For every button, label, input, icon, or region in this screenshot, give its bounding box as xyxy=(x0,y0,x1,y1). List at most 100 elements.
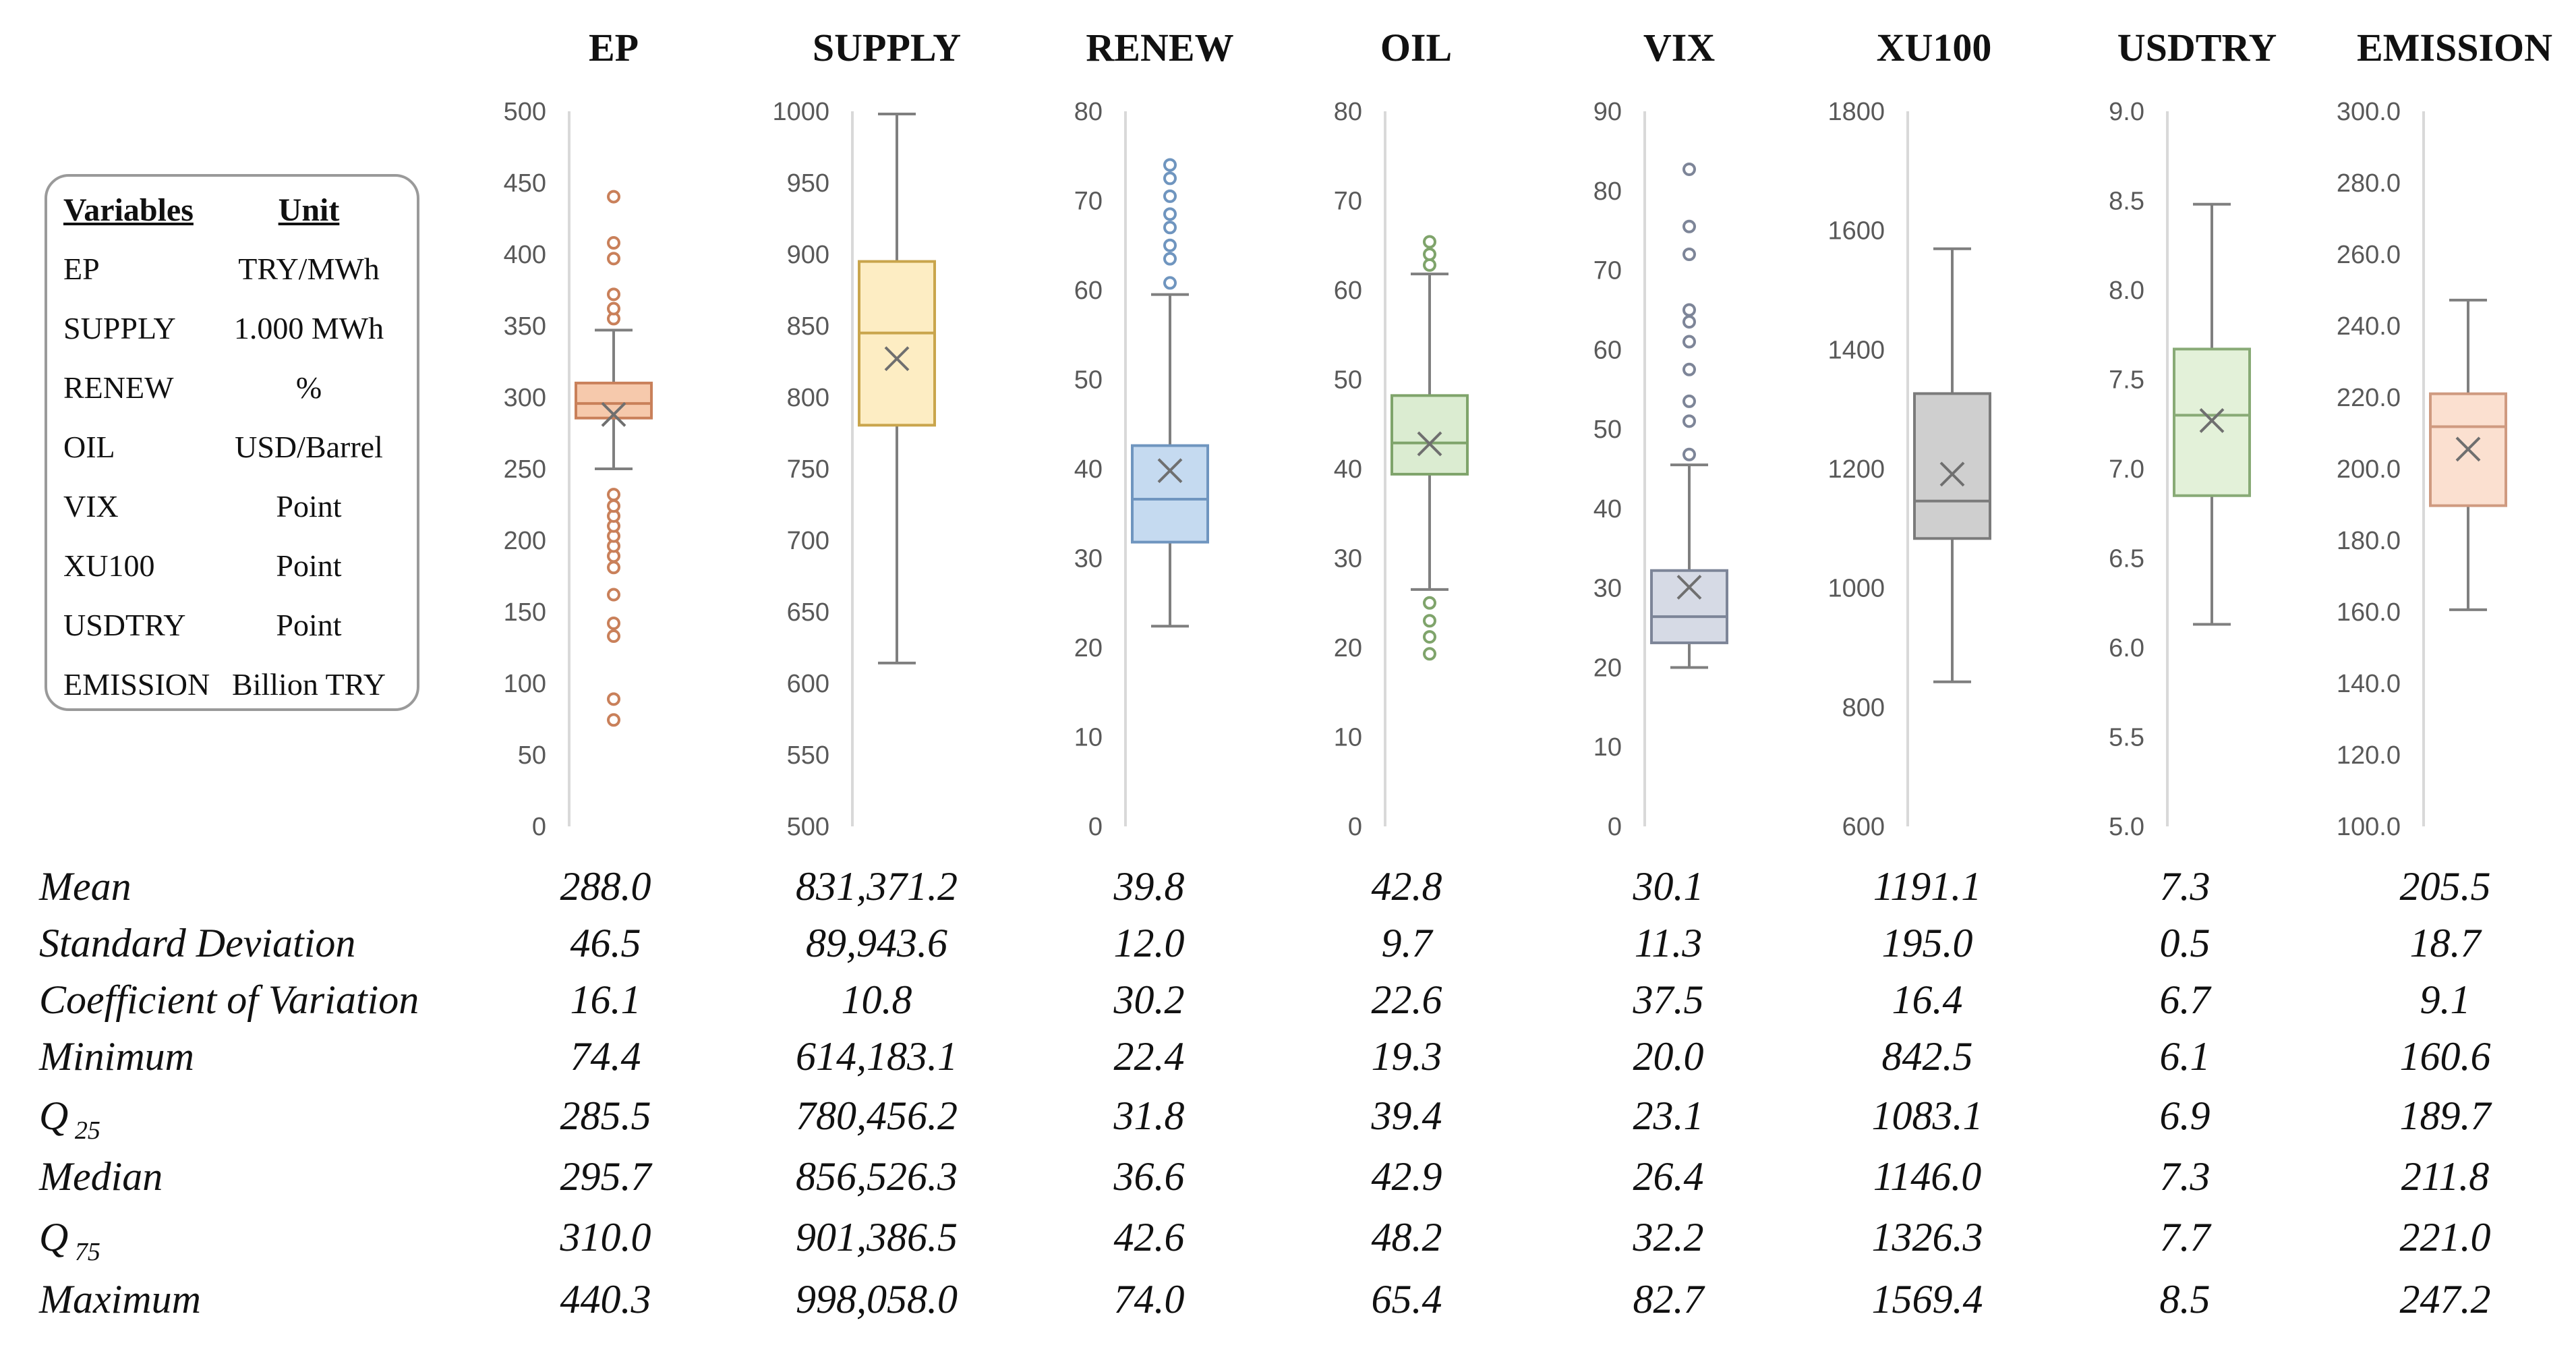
tick-label-vix: 10 xyxy=(1593,733,1622,762)
stat-value: 89,943.6 xyxy=(806,921,947,965)
stat-row: Q 75 310.0 901,386.5 42.6 48.2 32.2 1326.3 7.7 2… xyxy=(0,1214,2576,1275)
tick-label-supply: 750 xyxy=(787,455,829,484)
stat-value: 39.4 xyxy=(1371,1093,1442,1138)
tick-label-xu100: 1200 xyxy=(1827,455,1885,484)
tick-label-ep: 450 xyxy=(504,169,546,198)
outlier-point-oil xyxy=(1423,596,1436,610)
tick-label-oil: 50 xyxy=(1334,366,1362,395)
stat-label: Q 25 xyxy=(39,1093,100,1145)
tick-label-vix: 30 xyxy=(1593,575,1622,603)
chart-title-emission: EMISSION xyxy=(2357,26,2552,69)
mean-marker-vix xyxy=(1676,575,1702,600)
chart-title-ep: EP xyxy=(589,26,639,69)
stat-value: 247.2 xyxy=(2399,1277,2491,1322)
stat-value: 8.5 xyxy=(2159,1277,2211,1322)
tick-label-renew: 50 xyxy=(1074,366,1103,395)
stat-value: 205.5 xyxy=(2399,864,2491,909)
stat-value: 9.1 xyxy=(2420,977,2471,1022)
box-xu100 xyxy=(1913,392,1991,540)
stat-value: 37.5 xyxy=(1633,977,1704,1022)
tick-label-emission: 300.0 xyxy=(2337,98,2401,126)
stat-value: 6.1 xyxy=(2159,1034,2211,1079)
mean-marker-oil xyxy=(1417,431,1442,457)
tick-label-usdtry: 6.5 xyxy=(2109,545,2144,573)
stat-value: 30.2 xyxy=(1113,977,1185,1022)
tick-label-oil: 60 xyxy=(1334,277,1362,305)
tick-label-renew: 40 xyxy=(1074,455,1103,484)
outlier-point-ep xyxy=(607,488,620,502)
stat-value: 74.0 xyxy=(1113,1277,1185,1322)
tick-label-oil: 30 xyxy=(1334,545,1362,573)
legend-variable: EMISSION xyxy=(63,667,210,702)
stat-value: 211.8 xyxy=(2401,1154,2490,1199)
tick-label-usdtry: 7.5 xyxy=(2109,366,2144,395)
stat-label: Median xyxy=(39,1154,163,1199)
stat-row: Minimum 74.4 614,183.1 22.4 19.3 20.0 842.5 6.1… xyxy=(0,1033,2576,1094)
tick-label-oil: 0 xyxy=(1348,813,1362,841)
legend-variable: SUPPLY xyxy=(63,311,176,345)
outlier-point-vix xyxy=(1682,447,1696,461)
chart-title-supply: SUPPLY xyxy=(813,26,961,69)
tick-label-renew: 10 xyxy=(1074,724,1103,752)
stat-row: Coefficient of Variation 16.1 10.8 30.2 22.6… xyxy=(0,977,2576,1038)
outlier-point-renew xyxy=(1163,207,1177,221)
stat-value: 7.3 xyxy=(2159,864,2211,909)
stat-label: Coefficient of Variation xyxy=(39,977,419,1022)
tick-label-supply: 700 xyxy=(787,527,829,555)
box-supply xyxy=(858,260,936,427)
stat-label: Mean xyxy=(39,864,131,909)
legend-variable: OIL xyxy=(63,430,115,464)
legend-unit: Point xyxy=(276,489,342,523)
legend-variable: XU100 xyxy=(63,548,155,583)
tick-label-ep: 250 xyxy=(504,455,546,484)
tick-label-usdtry: 8.0 xyxy=(2109,277,2144,305)
stat-label: Standard Deviation xyxy=(39,921,356,965)
outlier-point-ep xyxy=(607,616,620,630)
tick-label-emission: 180.0 xyxy=(2337,527,2401,555)
tick-label-oil: 10 xyxy=(1334,724,1362,752)
legend-row-renew: RENEW% xyxy=(47,370,417,429)
tick-label-supply: 650 xyxy=(787,598,829,627)
outlier-point-oil xyxy=(1423,248,1436,261)
tick-label-vix: 40 xyxy=(1593,495,1622,523)
stat-value: 189.7 xyxy=(2399,1093,2491,1138)
tick-label-xu100: 1000 xyxy=(1827,575,1885,603)
legend-variable: RENEW xyxy=(63,370,174,405)
outlier-point-ep xyxy=(607,561,620,575)
legend-header-variables: Variables xyxy=(63,192,194,228)
tick-label-xu100: 1800 xyxy=(1827,98,1885,126)
tick-label-renew: 20 xyxy=(1074,634,1103,662)
legend-row-emission: EMISSION Billion TRY xyxy=(47,666,417,726)
outlier-point-vix xyxy=(1682,362,1696,376)
tick-label-vix: 70 xyxy=(1593,257,1622,285)
outlier-point-renew xyxy=(1163,252,1177,266)
tick-label-renew: 30 xyxy=(1074,545,1103,573)
tick-label-vix: 0 xyxy=(1608,813,1622,841)
tick-label-oil: 70 xyxy=(1334,188,1362,216)
outlier-point-oil xyxy=(1423,258,1436,272)
stat-value: 42.6 xyxy=(1113,1215,1185,1259)
outlier-point-vix xyxy=(1682,394,1696,408)
mean-marker-supply xyxy=(884,346,910,372)
tick-label-ep: 500 xyxy=(504,98,546,126)
stat-value: 160.6 xyxy=(2399,1034,2491,1079)
stat-value: 998,058.0 xyxy=(796,1277,958,1322)
outlier-point-ep xyxy=(607,713,620,727)
tick-label-ep: 300 xyxy=(504,384,546,412)
tick-label-usdtry: 6.0 xyxy=(2109,634,2144,662)
tick-label-usdtry: 5.0 xyxy=(2109,813,2144,841)
legend-unit: USD/Barrel xyxy=(235,430,383,464)
tick-label-usdtry: 5.5 xyxy=(2109,724,2144,752)
stat-value: 1146.0 xyxy=(1873,1154,1982,1199)
tick-label-oil: 80 xyxy=(1334,98,1362,126)
tick-label-xu100: 1600 xyxy=(1827,217,1885,246)
legend-unit: Billion TRY xyxy=(232,667,386,702)
stat-value: 288.0 xyxy=(560,864,651,909)
chart-title-vix: VIX xyxy=(1643,26,1715,69)
outlier-point-ep xyxy=(607,302,620,316)
tick-label-ep: 400 xyxy=(504,241,546,269)
stat-value: 9.7 xyxy=(1381,921,1432,965)
outlier-point-vix xyxy=(1682,248,1696,261)
outlier-point-oil xyxy=(1423,614,1436,628)
tick-label-renew: 60 xyxy=(1074,277,1103,305)
